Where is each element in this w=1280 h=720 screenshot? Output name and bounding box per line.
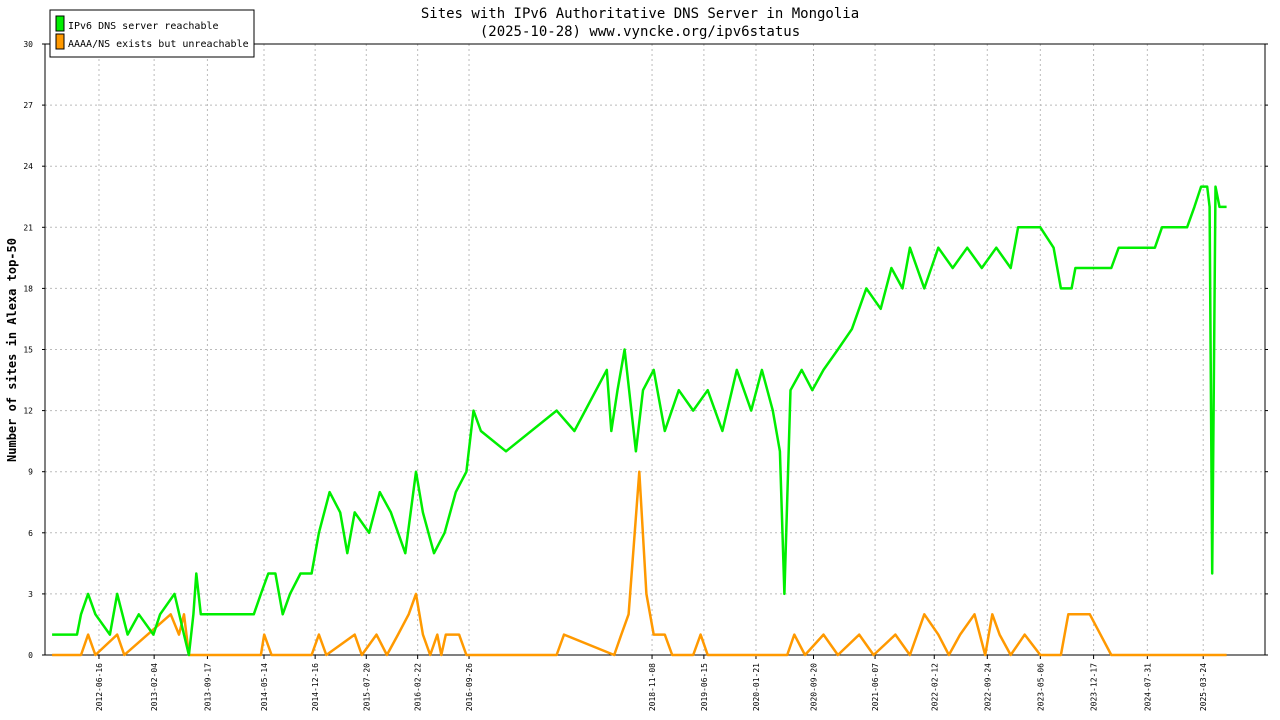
x-tick-label: 2014-12-16 bbox=[311, 663, 320, 711]
x-tick-label: 2023-12-17 bbox=[1090, 663, 1099, 711]
x-tick-label: 2013-09-17 bbox=[203, 663, 212, 711]
y-tick-label: 15 bbox=[23, 346, 33, 355]
legend-swatch-unreachable bbox=[55, 33, 65, 50]
x-tick-label: 2024-07-31 bbox=[1143, 663, 1152, 711]
x-tick-label: 2020-01-21 bbox=[752, 663, 761, 711]
grid-lines bbox=[45, 44, 1265, 655]
x-tick-label: 2023-05-06 bbox=[1036, 663, 1045, 711]
y-tick-label: 30 bbox=[23, 40, 33, 49]
y-tick-label: 0 bbox=[28, 651, 33, 660]
series-lines bbox=[52, 185, 1227, 657]
legend-label-unreachable: AAAA/NS exists but unreachable bbox=[68, 39, 249, 50]
x-tick-label: 2020-09-20 bbox=[810, 663, 819, 711]
x-tick-label: 2015-07-20 bbox=[362, 663, 371, 711]
y-tick-label: 9 bbox=[28, 468, 33, 477]
chart-title: Sites with IPv6 Authoritative DNS Server… bbox=[421, 6, 859, 22]
y-tick-label: 27 bbox=[23, 101, 33, 110]
y-axis-label: Number of sites in Alexa top-50 bbox=[5, 238, 19, 462]
legend-box bbox=[49, 9, 255, 58]
legend-swatch-reachable bbox=[55, 15, 65, 32]
x-tick-label: 2022-09-24 bbox=[983, 663, 992, 711]
y-tick-label: 18 bbox=[23, 284, 33, 293]
chart-subtitle: (2025-10-28) www.vyncke.org/ipv6status bbox=[480, 24, 800, 40]
y-axis-ticks: 0 3 6 9 12 15 18 21 24 27 30 bbox=[23, 40, 1268, 660]
series-line-0 bbox=[52, 185, 1227, 657]
x-tick-label: 2025-03-24 bbox=[1199, 663, 1208, 711]
series-line-1 bbox=[52, 470, 1227, 657]
x-tick-label: 2016-09-26 bbox=[465, 663, 474, 711]
x-tick-label: 2021-06-07 bbox=[871, 663, 880, 711]
x-tick-label: 2014-05-14 bbox=[260, 663, 269, 711]
x-tick-label: 2013-02-04 bbox=[150, 663, 159, 711]
x-tick-label: 2018-11-08 bbox=[648, 663, 657, 711]
y-tick-label: 24 bbox=[23, 162, 33, 171]
legend-label-reachable: IPv6 DNS server reachable bbox=[68, 21, 219, 32]
x-tick-label: 2012-06-16 bbox=[95, 663, 104, 711]
x-tick-label: 2019-06-15 bbox=[700, 663, 709, 711]
x-tick-label: 2022-02-12 bbox=[930, 663, 939, 711]
y-tick-label: 3 bbox=[28, 590, 33, 599]
legend: IPv6 DNS server reachable AAAA/NS exists… bbox=[49, 9, 255, 58]
y-tick-label: 12 bbox=[23, 407, 33, 416]
x-axis-ticks: 2012-06-16 2013-02-04 2013-09-17 2014-05-14… bbox=[95, 655, 1208, 711]
y-tick-label: 21 bbox=[23, 223, 33, 232]
x-tick-label: 2016-02-22 bbox=[414, 663, 423, 711]
y-tick-label: 6 bbox=[28, 529, 33, 538]
